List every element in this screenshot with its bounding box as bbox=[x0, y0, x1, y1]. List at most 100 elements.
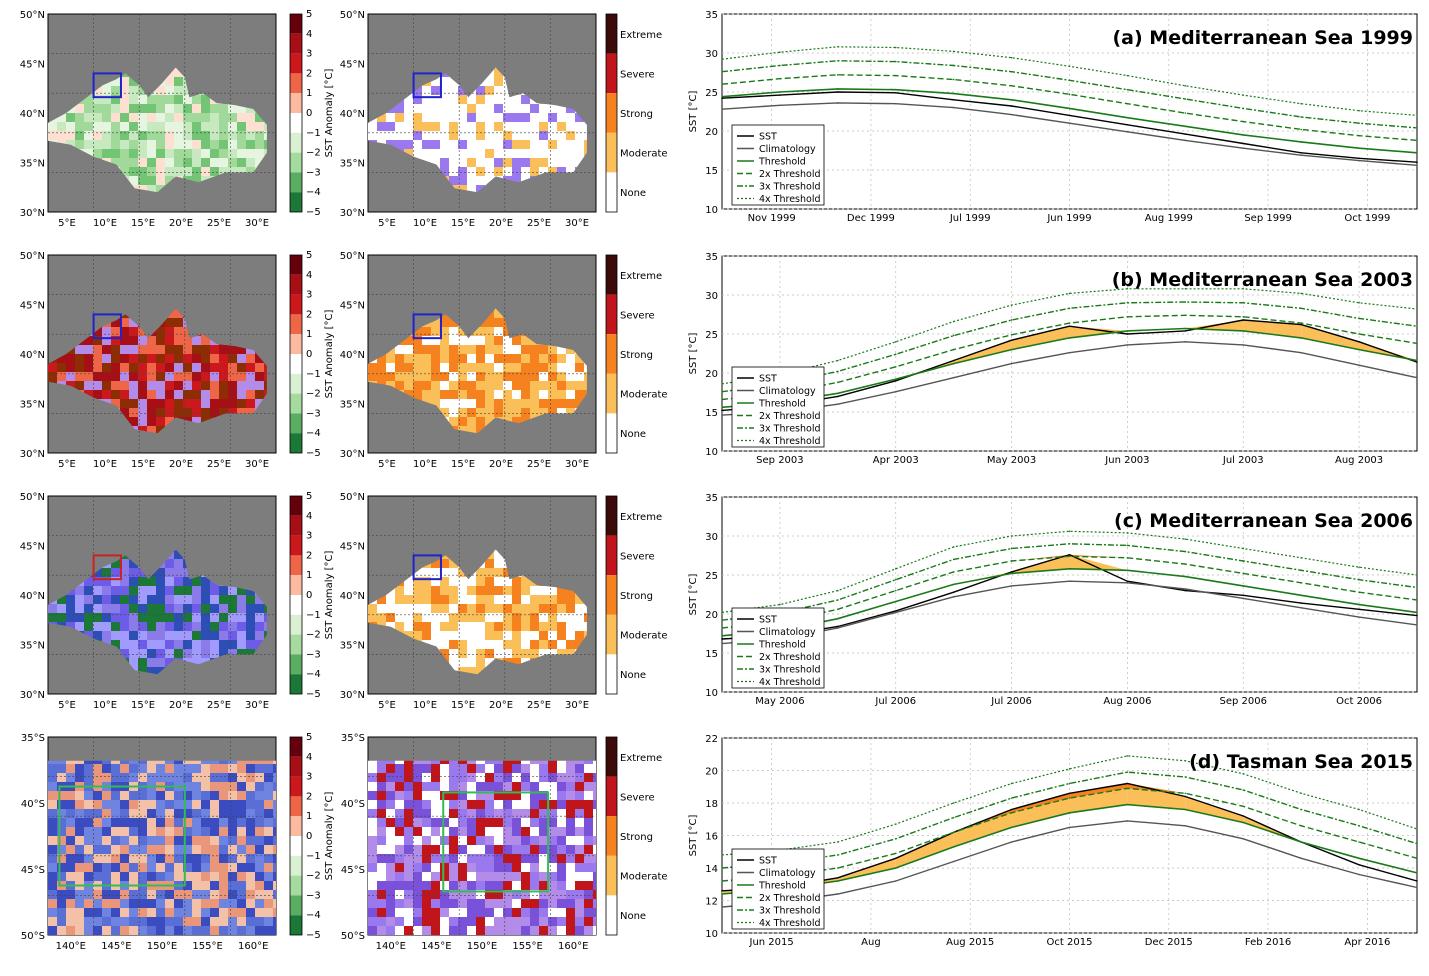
sea-cell bbox=[93, 354, 103, 364]
sea-cell bbox=[548, 363, 558, 373]
sea-cell bbox=[377, 845, 387, 855]
sea-cell bbox=[165, 872, 175, 882]
sea-cell bbox=[413, 809, 423, 819]
sea-cell bbox=[174, 104, 184, 114]
sea-cell bbox=[422, 613, 432, 623]
sea-cell bbox=[111, 845, 121, 855]
sea-cell bbox=[530, 104, 540, 114]
sea-cell bbox=[120, 863, 130, 873]
sea-cell bbox=[575, 818, 585, 828]
sea-cell bbox=[120, 122, 130, 132]
sea-cell bbox=[255, 131, 265, 141]
sea-cell bbox=[93, 613, 103, 623]
sea-cell bbox=[84, 899, 94, 909]
sea-cell bbox=[246, 113, 256, 123]
sea-cell bbox=[503, 640, 513, 650]
sea-cell bbox=[530, 399, 540, 409]
sea-cell bbox=[449, 95, 459, 105]
sea-cell bbox=[147, 417, 157, 427]
sea-cell bbox=[485, 336, 495, 346]
sea-cell bbox=[557, 613, 567, 623]
sea-cell bbox=[422, 899, 432, 909]
sea-cell bbox=[174, 845, 184, 855]
lat-label: 35°N bbox=[340, 400, 365, 411]
sea-cell bbox=[57, 890, 67, 900]
sea-cell bbox=[84, 345, 94, 355]
sea-cell bbox=[539, 827, 549, 837]
sea-cell bbox=[66, 917, 76, 927]
sea-cell bbox=[377, 836, 387, 846]
sea-cell bbox=[219, 863, 229, 873]
sea-cell bbox=[395, 131, 405, 141]
sea-cell bbox=[431, 917, 441, 927]
sea-cell bbox=[422, 631, 432, 641]
sea-cell bbox=[557, 863, 567, 873]
sea-cell bbox=[165, 131, 175, 141]
sea-cell bbox=[413, 881, 423, 891]
sea-cell bbox=[165, 809, 175, 819]
sea-cell bbox=[467, 381, 477, 391]
sea-cell bbox=[485, 613, 495, 623]
sea-cell bbox=[539, 140, 549, 150]
sea-cell bbox=[503, 613, 513, 623]
sea-cell bbox=[503, 167, 513, 177]
sea-cell bbox=[255, 149, 265, 159]
lat-label: 40°N bbox=[340, 109, 365, 120]
sea-cell bbox=[440, 908, 450, 918]
sea-cell bbox=[192, 836, 202, 846]
sea-cell bbox=[66, 863, 76, 873]
colorbar-swatch bbox=[290, 915, 302, 935]
sea-cell bbox=[156, 399, 166, 409]
sea-cell bbox=[138, 899, 148, 909]
sea-cell bbox=[494, 899, 504, 909]
sea-cell bbox=[183, 408, 193, 418]
sea-cell bbox=[201, 899, 211, 909]
sea-cell bbox=[192, 113, 202, 123]
sea-cell bbox=[395, 372, 405, 382]
sea-cell bbox=[503, 881, 513, 891]
sea-cell bbox=[404, 890, 414, 900]
sea-cell bbox=[539, 354, 549, 364]
sea-cell bbox=[156, 818, 166, 828]
sea-cell bbox=[210, 809, 220, 819]
colorbar-label: SST Anomaly [°C] bbox=[324, 550, 335, 639]
sea-cell bbox=[147, 854, 157, 864]
sea-cell bbox=[530, 408, 540, 418]
sea-cell bbox=[521, 381, 531, 391]
sea-cell bbox=[57, 773, 67, 783]
lon-label: 5°E bbox=[378, 218, 396, 229]
sea-cell bbox=[503, 408, 513, 418]
lon-label: 15°E bbox=[131, 218, 155, 229]
sea-cell bbox=[156, 345, 166, 355]
sea-cell bbox=[386, 890, 396, 900]
lon-label: 160°E bbox=[238, 941, 268, 952]
lat-label: 50°N bbox=[20, 251, 45, 262]
category-label: Moderate bbox=[620, 872, 668, 883]
sea-cell bbox=[102, 372, 112, 382]
sea-cell bbox=[165, 104, 175, 114]
sea-cell bbox=[201, 908, 211, 918]
sea-cell bbox=[201, 836, 211, 846]
sea-cell bbox=[431, 809, 441, 819]
sea-cell bbox=[120, 818, 130, 828]
sea-cell bbox=[530, 622, 540, 632]
sea-cell bbox=[192, 604, 202, 614]
sea-cell bbox=[530, 586, 540, 596]
sea-cell bbox=[467, 899, 477, 909]
sea-cell bbox=[84, 104, 94, 114]
sea-cell bbox=[377, 881, 387, 891]
sea-cell bbox=[192, 167, 202, 177]
sea-cell bbox=[111, 836, 121, 846]
sea-cell bbox=[476, 336, 486, 346]
sea-cell bbox=[219, 917, 229, 927]
sea-cell bbox=[165, 908, 175, 918]
sea-cell bbox=[111, 809, 121, 819]
sea-cell bbox=[228, 390, 238, 400]
sea-cell bbox=[111, 899, 121, 909]
sea-cell bbox=[120, 640, 130, 650]
sea-cell bbox=[246, 631, 256, 641]
sea-cell bbox=[476, 631, 486, 641]
sea-cell bbox=[422, 818, 432, 828]
sea-cell bbox=[431, 363, 441, 373]
sea-cell bbox=[575, 899, 585, 909]
